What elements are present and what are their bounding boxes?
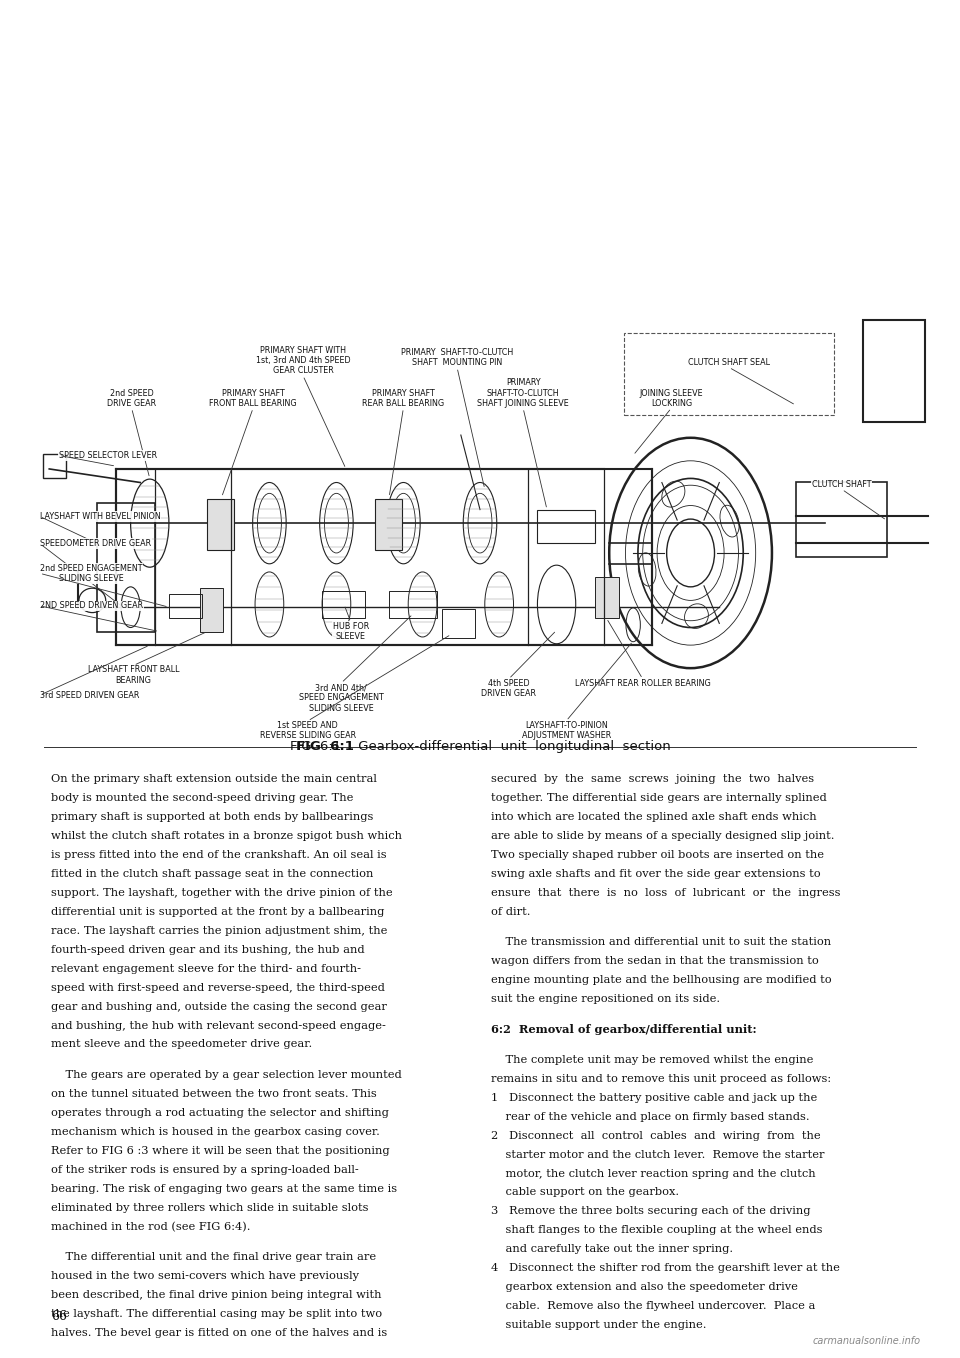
Text: together. The differential side gears are internally splined: together. The differential side gears ar… — [492, 793, 828, 803]
Text: 4   Disconnect the shifter rod from the gearshift lever at the: 4 Disconnect the shifter rod from the ge… — [492, 1263, 840, 1274]
Text: ment sleeve and the speedometer drive gear.: ment sleeve and the speedometer drive ge… — [51, 1039, 312, 1050]
Text: CLUTCH SHAFT: CLUTCH SHAFT — [812, 481, 872, 489]
Text: wagon differs from the sedan in that the transmission to: wagon differs from the sedan in that the… — [492, 956, 819, 966]
Text: Refer to FIG 6 :3 where it will be seen that the positioning: Refer to FIG 6 :3 where it will be seen … — [51, 1146, 390, 1156]
Text: halves. The bevel gear is fitted on one of the halves and is: halves. The bevel gear is fitted on one … — [51, 1328, 388, 1338]
Text: 4th SPEED
DRIVEN GEAR: 4th SPEED DRIVEN GEAR — [481, 679, 537, 698]
Text: motor, the clutch lever reaction spring and the clutch: motor, the clutch lever reaction spring … — [492, 1168, 816, 1179]
Text: of dirt.: of dirt. — [492, 907, 531, 917]
Text: FIG  6:1    Gearbox-differential  unit  longitudinal  section: FIG 6:1 Gearbox-differential unit longit… — [290, 740, 670, 752]
Text: mechanism which is housed in the gearbox casing cover.: mechanism which is housed in the gearbox… — [51, 1127, 380, 1137]
Text: carmanualsonline.info: carmanualsonline.info — [812, 1336, 921, 1346]
Text: LAYSHAFT WITH BEVEL PINION: LAYSHAFT WITH BEVEL PINION — [39, 512, 160, 521]
Text: relevant engagement sleeve for the third- and fourth-: relevant engagement sleeve for the third… — [51, 964, 361, 974]
Text: fitted in the clutch shaft passage seat in the connection: fitted in the clutch shaft passage seat … — [51, 869, 373, 879]
Text: LAYSHAFT FRONT BALL
BEARING: LAYSHAFT FRONT BALL BEARING — [87, 665, 180, 684]
Text: starter motor and the clutch lever.  Remove the starter: starter motor and the clutch lever. Remo… — [492, 1149, 825, 1160]
Text: shaft flanges to the flexible coupling at the wheel ends: shaft flanges to the flexible coupling a… — [492, 1225, 823, 1236]
Text: cable.  Remove also the flywheel undercover.  Place a: cable. Remove also the flywheel undercov… — [492, 1301, 816, 1312]
Text: bearing. The risk of engaging two gears at the same time is: bearing. The risk of engaging two gears … — [51, 1184, 397, 1194]
Text: operates through a rod actuating the selector and shifting: operates through a rod actuating the sel… — [51, 1108, 389, 1118]
Text: CLUTCH SHAFT SEAL: CLUTCH SHAFT SEAL — [688, 359, 770, 367]
Text: Two specially shaped rubber oil boots are inserted on the: Two specially shaped rubber oil boots ar… — [492, 850, 825, 860]
Text: 2nd SPEED ENGAGEMENT
SLIDING SLEEVE: 2nd SPEED ENGAGEMENT SLIDING SLEEVE — [39, 564, 142, 583]
Text: 3rd SPEED DRIVEN GEAR: 3rd SPEED DRIVEN GEAR — [39, 691, 139, 699]
Text: SPEED SELECTOR LEVER: SPEED SELECTOR LEVER — [59, 451, 156, 460]
Text: 2   Disconnect  all  control  cables  and  wiring  from  the: 2 Disconnect all control cables and wiri… — [492, 1131, 821, 1141]
Text: into which are located the splined axle shaft ends which: into which are located the splined axle … — [492, 812, 817, 822]
Text: secured  by  the  same  screws  joining  the  two  halves: secured by the same screws joining the t… — [492, 774, 815, 784]
Text: 6:2  Removal of gearbox/differential unit:: 6:2 Removal of gearbox/differential unit… — [492, 1024, 757, 1035]
Text: The gears are operated by a gear selection lever mounted: The gears are operated by a gear selecti… — [51, 1070, 402, 1080]
Text: 3rd AND 4th/
SPEED ENGAGEMENT
SLIDING SLEEVE: 3rd AND 4th/ SPEED ENGAGEMENT SLIDING SL… — [299, 683, 384, 713]
Text: race. The layshaft carries the pinion adjustment shim, the: race. The layshaft carries the pinion ad… — [51, 926, 388, 936]
Text: On the primary shaft extension outside the main central: On the primary shaft extension outside t… — [51, 774, 377, 784]
Text: PRIMARY SHAFT WITH
1st, 3rd AND 4th SPEED
GEAR CLUSTER: PRIMARY SHAFT WITH 1st, 3rd AND 4th SPEE… — [255, 346, 350, 375]
Text: housed in the two semi-covers which have previously: housed in the two semi-covers which have… — [51, 1271, 359, 1281]
Text: on the tunnel situated between the two front seats. This: on the tunnel situated between the two f… — [51, 1089, 377, 1099]
Bar — [442, 608, 475, 638]
Text: rear of the vehicle and place on firmly based stands.: rear of the vehicle and place on firmly … — [492, 1112, 810, 1122]
Text: been described, the final drive pinion being integral with: been described, the final drive pinion b… — [51, 1290, 382, 1300]
Text: the layshaft. The differential casing may be split into two: the layshaft. The differential casing ma… — [51, 1309, 382, 1319]
Text: PRIMARY SHAFT
REAR BALL BEARING: PRIMARY SHAFT REAR BALL BEARING — [362, 388, 444, 407]
Bar — [624, 334, 834, 414]
Text: gear and bushing and, outside the casing the second gear: gear and bushing and, outside the casing… — [51, 1002, 387, 1012]
Text: The complete unit may be removed whilst the engine: The complete unit may be removed whilst … — [492, 1055, 814, 1065]
Text: HUB FOR
SLEEVE: HUB FOR SLEEVE — [333, 622, 369, 641]
Text: 3   Remove the three bolts securing each of the driving: 3 Remove the three bolts securing each o… — [492, 1206, 811, 1217]
Text: ensure  that  there  is  no  loss  of  lubricant  or  the  ingress: ensure that there is no loss of lubrican… — [492, 888, 841, 898]
Text: support. The layshaft, together with the drive pinion of the: support. The layshaft, together with the… — [51, 888, 393, 898]
Text: PRIMARY  SHAFT-TO-CLUTCH
SHAFT  MOUNTING PIN: PRIMARY SHAFT-TO-CLUTCH SHAFT MOUNTING P… — [401, 348, 514, 367]
Bar — [595, 577, 619, 618]
Text: speed with first-speed and reverse-speed, the third-speed: speed with first-speed and reverse-speed… — [51, 983, 385, 993]
Text: primary shaft is supported at both ends by ballbearings: primary shaft is supported at both ends … — [51, 812, 373, 822]
Text: SPEEDOMETER DRIVE GEAR: SPEEDOMETER DRIVE GEAR — [39, 539, 151, 549]
Text: machined in the rod (see FIG 6:4).: machined in the rod (see FIG 6:4). — [51, 1222, 251, 1232]
Text: suit the engine repositioned on its side.: suit the engine repositioned on its side… — [492, 994, 721, 1004]
Bar — [200, 588, 224, 631]
Text: PRIMARY SHAFT
FRONT BALL BEARING: PRIMARY SHAFT FRONT BALL BEARING — [209, 388, 297, 407]
Bar — [374, 498, 401, 550]
Text: The transmission and differential unit to suit the station: The transmission and differential unit t… — [492, 937, 831, 947]
Text: eliminated by three rollers which slide in suitable slots: eliminated by three rollers which slide … — [51, 1203, 369, 1213]
Bar — [54, 320, 928, 727]
Text: FIG  6:1: FIG 6:1 — [296, 740, 354, 752]
Bar — [796, 482, 887, 557]
Text: whilst the clutch shaft rotates in a bronze spigot bush which: whilst the clutch shaft rotates in a bro… — [51, 831, 402, 841]
Text: LAYSHAFT REAR ROLLER BEARING: LAYSHAFT REAR ROLLER BEARING — [575, 679, 710, 689]
Text: and carefully take out the inner spring.: and carefully take out the inner spring. — [492, 1244, 733, 1255]
Text: differential unit is supported at the front by a ballbearing: differential unit is supported at the fr… — [51, 907, 385, 917]
Text: 2nd SPEED
DRIVE GEAR: 2nd SPEED DRIVE GEAR — [107, 388, 156, 407]
Text: are able to slide by means of a specially designed slip joint.: are able to slide by means of a speciall… — [492, 831, 835, 841]
Text: JOINING SLEEVE
LOCKRING: JOINING SLEEVE LOCKRING — [639, 388, 704, 407]
Text: 1st SPEED AND
REVERSE SLIDING GEAR: 1st SPEED AND REVERSE SLIDING GEAR — [259, 721, 356, 740]
Text: 66: 66 — [51, 1309, 67, 1323]
Bar — [207, 498, 234, 550]
Text: The differential unit and the final drive gear train are: The differential unit and the final driv… — [51, 1252, 376, 1262]
Text: of the striker rods is ensured by a spring-loaded ball-: of the striker rods is ensured by a spri… — [51, 1165, 359, 1175]
Text: swing axle shafts and fit over the side gear extensions to: swing axle shafts and fit over the side … — [492, 869, 821, 879]
Text: PRIMARY
SHAFT-TO-CLUTCH
SHAFT JOINING SLEEVE: PRIMARY SHAFT-TO-CLUTCH SHAFT JOINING SL… — [477, 378, 569, 407]
Text: 1   Disconnect the battery positive cable and jack up the: 1 Disconnect the battery positive cable … — [492, 1093, 818, 1103]
Text: gearbox extension and also the speedometer drive: gearbox extension and also the speedomet… — [492, 1282, 799, 1293]
Bar — [538, 509, 595, 543]
Text: is press fitted into the end of the crankshaft. An oil seal is: is press fitted into the end of the cran… — [51, 850, 387, 860]
Text: LAYSHAFT-TO-PINION
ADJUSTMENT WASHER: LAYSHAFT-TO-PINION ADJUSTMENT WASHER — [521, 721, 611, 740]
Bar — [389, 591, 437, 618]
Text: cable support on the gearbox.: cable support on the gearbox. — [492, 1187, 680, 1198]
Bar — [42, 454, 66, 478]
Bar — [169, 593, 203, 618]
Text: and bushing, the hub with relevant second-speed engage-: and bushing, the hub with relevant secon… — [51, 1020, 386, 1031]
Text: 2ND SPEED DRIVEN GEAR: 2ND SPEED DRIVEN GEAR — [39, 602, 143, 610]
Text: remains in situ and to remove this unit proceed as follows:: remains in situ and to remove this unit … — [492, 1074, 831, 1084]
Bar — [97, 502, 155, 631]
Bar — [863, 320, 925, 421]
Text: suitable support under the engine.: suitable support under the engine. — [492, 1320, 707, 1331]
Text: engine mounting plate and the bellhousing are modified to: engine mounting plate and the bellhousin… — [492, 975, 832, 985]
Bar — [322, 591, 365, 618]
Text: body is mounted the second-speed driving gear. The: body is mounted the second-speed driving… — [51, 793, 353, 803]
Bar — [116, 469, 652, 645]
Text: fourth-speed driven gear and its bushing, the hub and: fourth-speed driven gear and its bushing… — [51, 945, 365, 955]
